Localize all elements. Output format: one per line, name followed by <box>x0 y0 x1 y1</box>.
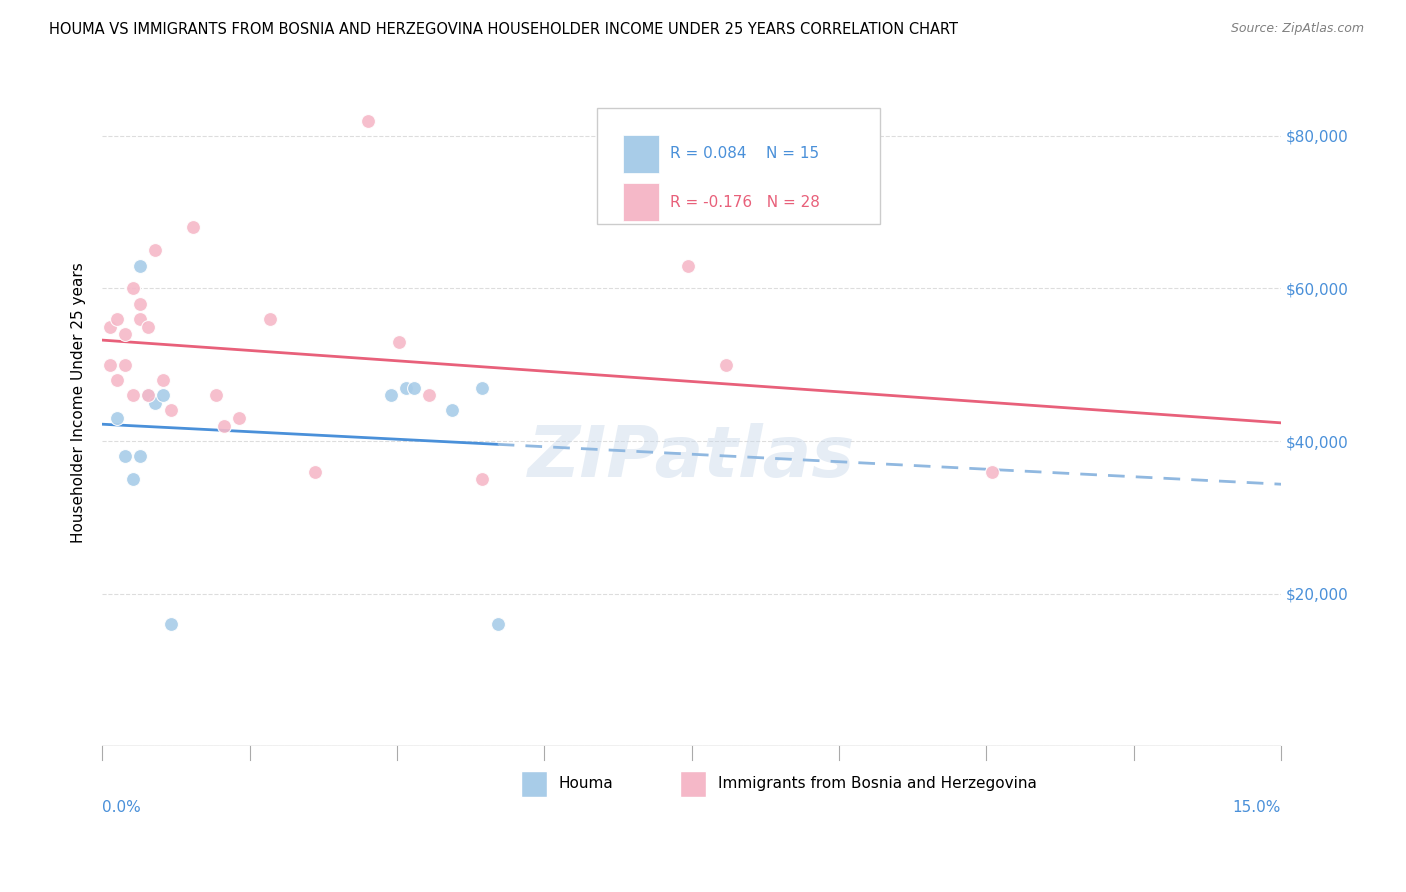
Point <box>159 617 181 632</box>
Point <box>159 403 181 417</box>
Point <box>136 319 159 334</box>
Bar <box>623 135 658 172</box>
Point <box>129 450 152 464</box>
Point <box>212 418 235 433</box>
Point <box>418 388 440 402</box>
Point <box>129 312 152 326</box>
Point <box>152 373 174 387</box>
Point <box>107 373 129 387</box>
Point <box>114 450 136 464</box>
Point <box>129 296 152 310</box>
Point <box>228 411 250 425</box>
Point <box>129 259 152 273</box>
Point <box>98 358 121 372</box>
Point <box>388 334 411 349</box>
Point <box>441 403 464 417</box>
Bar <box>623 183 658 221</box>
Point <box>183 220 205 235</box>
Text: Source: ZipAtlas.com: Source: ZipAtlas.com <box>1230 22 1364 36</box>
Point <box>357 113 380 128</box>
Point <box>152 388 174 402</box>
Point <box>304 465 326 479</box>
Text: R = -0.176   N = 28: R = -0.176 N = 28 <box>671 194 820 210</box>
Point <box>714 358 737 372</box>
Point <box>145 396 167 410</box>
Bar <box>681 771 706 797</box>
Point <box>114 327 136 342</box>
Point <box>486 617 509 632</box>
Point <box>98 319 121 334</box>
Text: 15.0%: 15.0% <box>1233 799 1281 814</box>
Point <box>380 388 402 402</box>
FancyBboxPatch shape <box>598 108 880 225</box>
Text: Houma: Houma <box>558 776 613 791</box>
Text: HOUMA VS IMMIGRANTS FROM BOSNIA AND HERZEGOVINA HOUSEHOLDER INCOME UNDER 25 YEAR: HOUMA VS IMMIGRANTS FROM BOSNIA AND HERZ… <box>49 22 959 37</box>
Point <box>121 388 143 402</box>
Y-axis label: Householder Income Under 25 years: Householder Income Under 25 years <box>72 262 86 543</box>
Point <box>136 388 159 402</box>
Point <box>205 388 228 402</box>
Point <box>981 465 1004 479</box>
Point <box>402 381 425 395</box>
Point <box>121 281 143 295</box>
Point <box>259 312 281 326</box>
Point <box>395 381 418 395</box>
Text: Immigrants from Bosnia and Herzegovina: Immigrants from Bosnia and Herzegovina <box>717 776 1036 791</box>
Bar <box>520 771 547 797</box>
Point <box>107 312 129 326</box>
Point <box>676 259 699 273</box>
Point <box>471 381 494 395</box>
Text: R = 0.084    N = 15: R = 0.084 N = 15 <box>671 146 820 161</box>
Point <box>114 358 136 372</box>
Point <box>145 244 167 258</box>
Point <box>121 472 143 486</box>
Point <box>136 388 159 402</box>
Point <box>107 411 129 425</box>
Text: ZIPatlas: ZIPatlas <box>529 424 855 492</box>
Point <box>471 472 494 486</box>
Text: 0.0%: 0.0% <box>103 799 141 814</box>
